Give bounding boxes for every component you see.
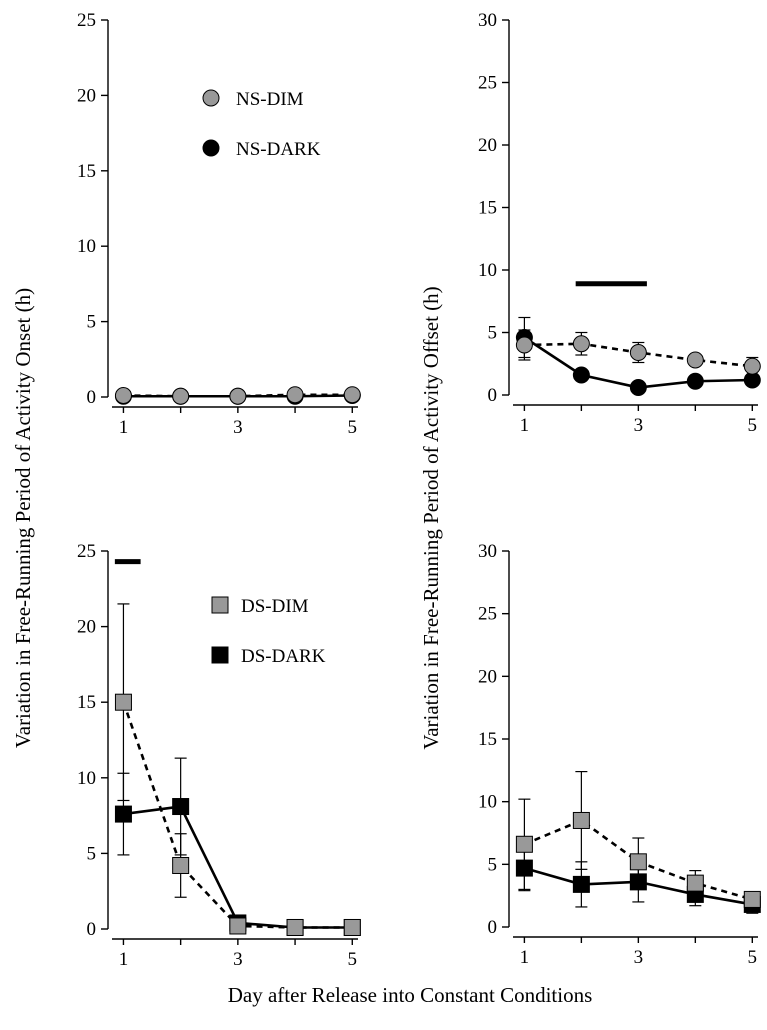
data-point-NS-DIM: [229, 387, 247, 405]
x-tick-label: 1: [119, 417, 129, 438]
data-point-NS-DIM: [686, 351, 704, 369]
y-tick-label: 10: [478, 792, 497, 813]
legend-label: NS-DARK: [236, 139, 321, 160]
y-tick-label: 15: [478, 729, 497, 750]
y-tick-label: 0: [87, 387, 97, 408]
panel-bottom-left: 0 5 10 15 20 25 1 3 5 DS-DIM DS-DARK: [77, 541, 361, 970]
data-point-DS-DARK: [572, 875, 590, 893]
x-tick-label: 5: [748, 947, 758, 968]
data-point-DS-DARK: [629, 873, 647, 891]
y-tick-label: 0: [488, 917, 498, 938]
y-tick-label: 10: [77, 236, 96, 257]
data-point-NS-DIM: [172, 387, 190, 405]
data-point-DS-DIM: [743, 890, 761, 908]
x-tick-label: 3: [233, 417, 243, 438]
panel-top-left: 0 5 10 15 20 25 1 3 5 NS-DIM NS-DARK: [77, 10, 361, 438]
x-tick-label: 3: [634, 415, 644, 436]
y-tick-label: 10: [77, 768, 96, 789]
legend-label: DS-DARK: [241, 646, 326, 667]
data-point-DS-DARK: [172, 798, 190, 816]
data-point-DS-DIM: [172, 856, 190, 874]
y-tick-label: 20: [478, 135, 497, 156]
y-tick-label: 15: [478, 198, 497, 219]
data-point-NS-DIM: [572, 335, 590, 353]
data-point-DS-DIM: [572, 811, 590, 829]
y-axis-label-left: Variation in Free-Running Period of Acti…: [11, 288, 35, 748]
data-point-DS-DIM: [229, 917, 247, 935]
series-line-DS-DIM: [122, 701, 353, 929]
legend-marker: [211, 596, 229, 614]
y-tick-label: 0: [87, 919, 97, 940]
y-tick-label: 25: [478, 73, 497, 94]
y-tick-label: 25: [77, 541, 96, 562]
legend-marker: [202, 139, 220, 157]
x-tick-label: 3: [233, 949, 243, 970]
data-point-DS-DIM: [343, 918, 361, 936]
data-point-NS-DARK: [572, 366, 590, 384]
y-tick-label: 10: [478, 260, 497, 281]
y-tick-label: 15: [77, 692, 96, 713]
data-point-DS-DIM: [286, 918, 304, 936]
data-point-NS-DIM: [286, 386, 304, 404]
data-point-DS-DIM: [629, 853, 647, 871]
data-point-NS-DARK: [686, 372, 704, 390]
y-axis-label-right: Variation in Free-Running Period of Acti…: [419, 286, 443, 749]
x-tick-label: 5: [748, 415, 758, 436]
y-tick-label: 0: [488, 385, 498, 406]
x-tick-label: 1: [520, 947, 530, 968]
y-tick-label: 5: [488, 323, 498, 344]
y-tick-label: 5: [87, 312, 97, 333]
panel-bottom-right: 0 5 10 15 20 25 30 1 3 5: [478, 541, 761, 968]
data-point-NS-DIM: [743, 357, 761, 375]
y-tick-label: 5: [87, 843, 97, 864]
y-tick-label: 20: [77, 617, 96, 638]
panel-top-right: 0 5 10 15 20 25 30 1 3 5: [478, 10, 761, 436]
data-point-NS-DIM: [515, 336, 533, 354]
legend-marker: [202, 89, 220, 107]
x-tick-label: 5: [348, 417, 358, 438]
x-tick-label: 1: [520, 415, 530, 436]
y-tick-label: 30: [478, 541, 497, 562]
legend-label: DS-DIM: [241, 596, 309, 617]
series-line-DS-DARK: [123, 805, 353, 929]
y-tick-label: 20: [77, 85, 96, 106]
data-point-DS-DARK: [114, 805, 132, 823]
y-tick-label: 25: [77, 10, 96, 31]
data-point-DS-DARK: [515, 859, 533, 877]
y-tick-label: 15: [77, 161, 96, 182]
x-tick-label: 5: [348, 949, 358, 970]
y-tick-label: 20: [478, 666, 497, 687]
data-point-DS-DIM: [515, 835, 533, 853]
data-point-NS-DARK: [629, 379, 647, 396]
legend-label: NS-DIM: [236, 89, 304, 110]
legend-marker: [211, 646, 229, 664]
x-tick-label: 1: [119, 949, 129, 970]
data-point-DS-DIM: [686, 874, 704, 892]
y-tick-label: 5: [488, 854, 498, 875]
data-point-DS-DIM: [114, 693, 132, 711]
data-point-NS-DIM: [629, 344, 647, 361]
data-point-NS-DIM: [343, 386, 361, 404]
y-tick-label: 30: [478, 10, 497, 31]
y-tick-label: 25: [478, 604, 497, 625]
data-point-NS-DIM: [114, 386, 132, 404]
x-tick-label: 3: [634, 947, 644, 968]
x-axis-label: Day after Release into Constant Conditio…: [228, 983, 593, 1007]
